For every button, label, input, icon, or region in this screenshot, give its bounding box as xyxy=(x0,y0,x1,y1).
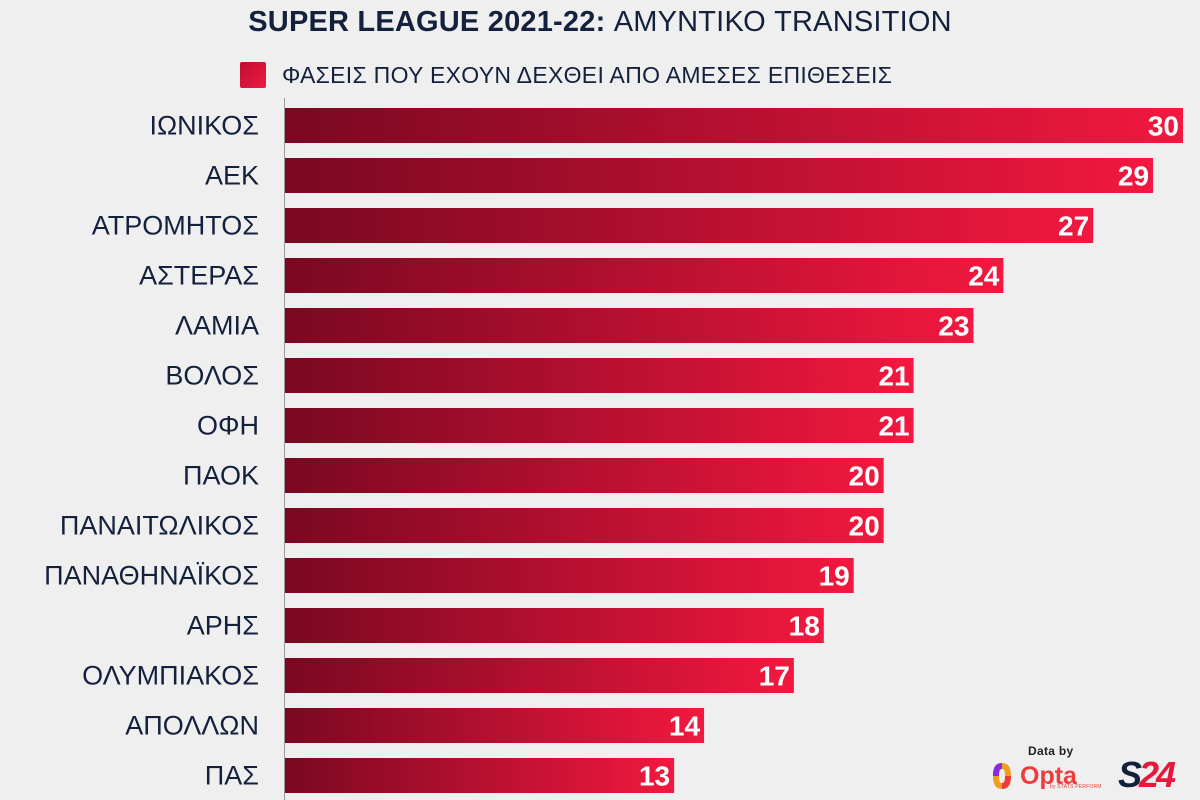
bar-13 xyxy=(285,708,705,743)
category-label: ΠΑΝΑΙΤΩΛΙΚΟΣ xyxy=(60,511,259,541)
value-label: 18 xyxy=(789,611,820,642)
value-label: 21 xyxy=(878,411,909,442)
legend: ΦΑΣΕΙΣ ΠΟΥ ΕΧΟΥΝ ΔΕΧΘΕΙ ΑΠΟ ΑΜΕΣΕΣ ΕΠΙΘΕ… xyxy=(240,60,892,90)
category-label: ΟΦΗ xyxy=(197,411,259,441)
category-label: ΠΑΟΚ xyxy=(183,461,259,491)
title-light: ΑΜΥΝΤΙΚΟ TRANSITION xyxy=(613,6,952,38)
category-label: ΑΠΟΛΛΩΝ xyxy=(125,711,259,741)
value-label: 20 xyxy=(849,461,880,492)
bar-8 xyxy=(285,458,884,493)
value-label: 23 xyxy=(938,311,969,342)
chart-title: SUPER LEAGUE 2021-22: ΑΜΥΝΤΙΚΟ TRANSITIO… xyxy=(0,6,1200,39)
category-label: ΑΡΗΣ xyxy=(187,611,259,641)
value-label: 30 xyxy=(1148,111,1179,142)
category-label: ΑΣΤΕΡΑΣ xyxy=(139,261,259,291)
value-label: 27 xyxy=(1058,211,1089,242)
category-label: ΛΑΜΙΑ xyxy=(175,311,259,341)
category-label: ΙΩΝΙΚΟΣ xyxy=(149,111,259,141)
bar-7 xyxy=(285,408,914,443)
s24-number: 24 xyxy=(1139,754,1176,795)
s24-letter: S xyxy=(1118,754,1142,795)
title-bold: SUPER LEAGUE 2021-22: xyxy=(248,6,606,38)
credits: Data by Opta by STATS PERFORM S24 xyxy=(990,744,1190,796)
bar-2 xyxy=(285,158,1154,193)
opta-wordmark: Opta xyxy=(1020,761,1077,790)
bar-1 xyxy=(285,108,1183,143)
bar-12 xyxy=(285,658,794,693)
opta-subtitle: by STATS PERFORM xyxy=(1050,784,1102,790)
bar-3 xyxy=(285,208,1094,243)
value-label: 24 xyxy=(968,261,1000,292)
value-label: 19 xyxy=(819,561,850,592)
bar-6 xyxy=(285,358,914,393)
data-by-label: Data by xyxy=(1028,744,1074,758)
bar-5 xyxy=(285,308,974,343)
value-label: 21 xyxy=(878,361,909,392)
opta-mark-icon xyxy=(993,763,1011,789)
category-label: ΠΑΣ xyxy=(205,761,259,791)
bar-11 xyxy=(285,608,824,643)
value-label: 14 xyxy=(669,711,701,742)
value-label: 13 xyxy=(639,761,670,792)
category-label: ΑΤΡΟΜΗΤΟΣ xyxy=(92,211,259,241)
category-label: ΑΕΚ xyxy=(205,161,259,191)
s24-logo: S24 xyxy=(1118,754,1176,796)
value-label: 20 xyxy=(849,511,880,542)
legend-swatch xyxy=(240,62,266,88)
category-label: ΒΟΛΟΣ xyxy=(165,361,259,391)
value-label: 29 xyxy=(1118,161,1149,192)
bar-10 xyxy=(285,558,854,593)
bar-14 xyxy=(285,758,675,793)
value-label: 17 xyxy=(759,661,790,692)
legend-label: ΦΑΣΕΙΣ ΠΟΥ ΕΧΟΥΝ ΔΕΧΘΕΙ ΑΠΟ ΑΜΕΣΕΣ ΕΠΙΘΕ… xyxy=(282,61,893,88)
category-label: ΠΑΝΑΘΗΝΑΪΚΟΣ xyxy=(44,561,259,591)
opta-logo: Opta xyxy=(990,756,1110,796)
category-label: ΟΛΥΜΠΙΑΚΟΣ xyxy=(82,661,259,691)
bar-9 xyxy=(285,508,884,543)
bar-4 xyxy=(285,258,1004,293)
